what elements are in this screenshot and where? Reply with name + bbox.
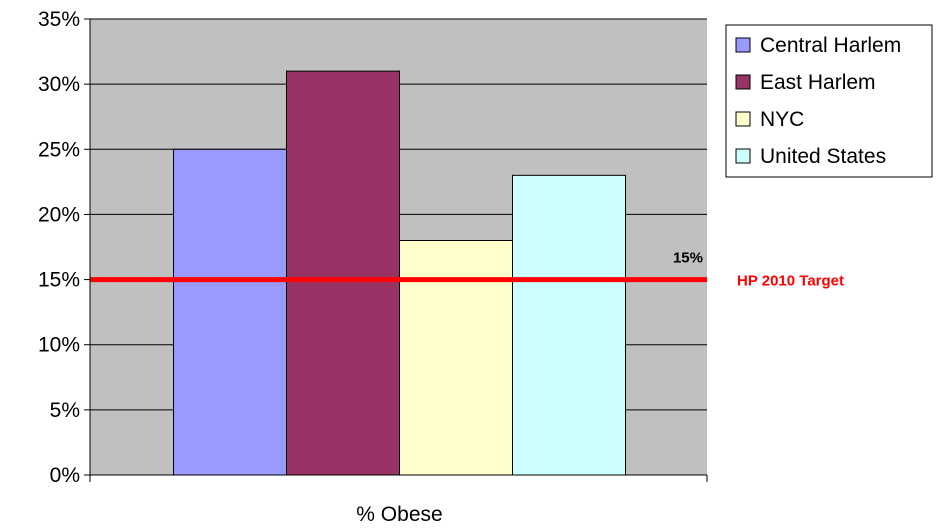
bar-nyc [399, 239, 513, 476]
y-tick-label: 5% [50, 399, 80, 422]
legend-swatch-united-states [735, 148, 751, 164]
reference-line-group: 15% HP 2010 Target [90, 250, 844, 290]
x-category-label: % Obese [356, 503, 442, 526]
legend-label: NYC [760, 108, 804, 131]
y-tick-label: 10% [38, 334, 80, 357]
bar-central-harlem [173, 148, 287, 476]
legend: Central Harlem East Harlem NYC United State… [725, 24, 933, 178]
y-tick-label: 35% [38, 8, 80, 31]
y-tick-label: 20% [38, 203, 80, 226]
legend-label: East Harlem [760, 71, 876, 94]
x-axis: % Obese [89, 474, 708, 526]
legend-swatch-east-harlem [735, 74, 751, 90]
legend-swatch-nyc [735, 111, 751, 127]
y-tick-label: 0% [50, 464, 80, 487]
y-tick-label: 25% [38, 138, 80, 161]
reference-line-label: HP 2010 Target [737, 273, 844, 290]
y-axis: 0% 5% 10% 15% 20% 25% 30% 35% [38, 8, 91, 487]
y-tick-label: 30% [38, 73, 80, 96]
legend-swatch-central-harlem [735, 37, 751, 53]
legend-box [725, 24, 933, 178]
legend-label: Central Harlem [760, 34, 901, 57]
reference-line-value-label: 15% [673, 250, 703, 267]
bar-united-states [512, 174, 626, 476]
y-tick-label: 15% [38, 269, 80, 292]
bar-east-harlem [286, 70, 400, 476]
legend-label: United States [760, 145, 886, 168]
